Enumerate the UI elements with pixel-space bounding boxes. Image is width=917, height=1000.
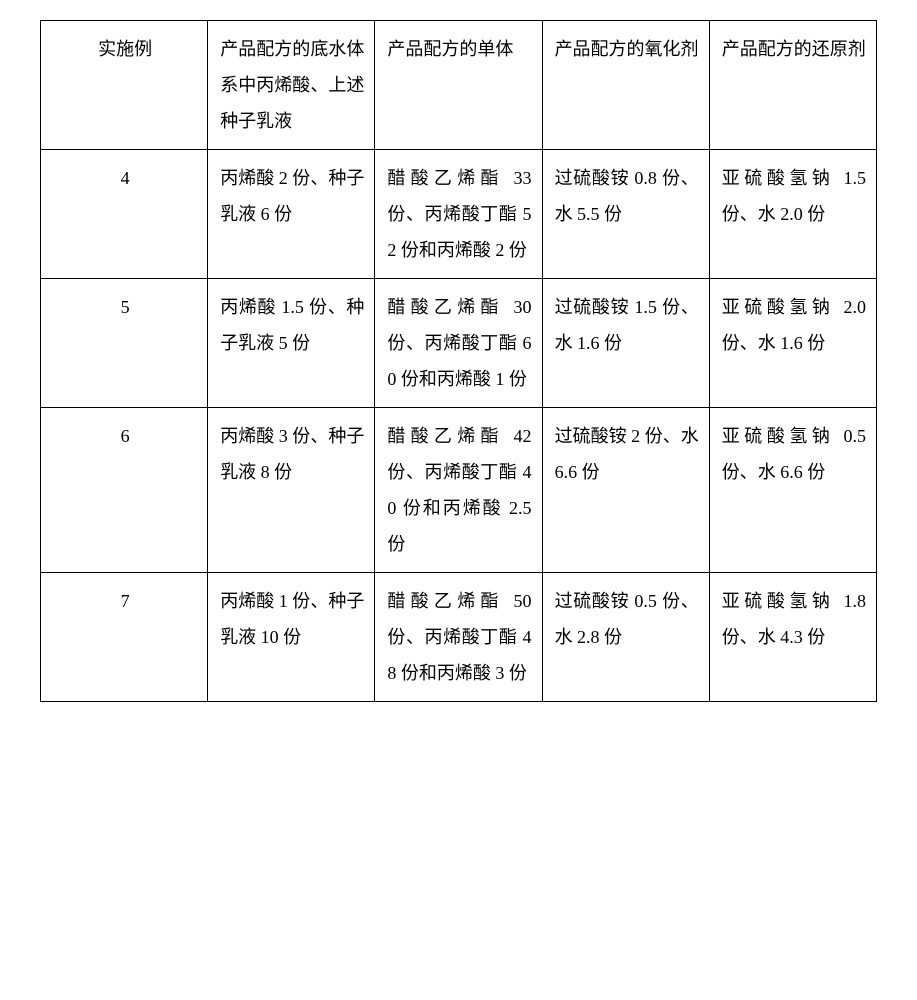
table-row: 4 丙烯酸 2 份、种子乳液 6 份 醋酸乙烯酯 33 份、丙烯酸丁酯 52 份…	[41, 150, 877, 279]
cell-monomer: 醋酸乙烯酯 50 份、丙烯酸丁酯 48 份和丙烯酸 3 份	[375, 573, 542, 702]
cell-id: 6	[41, 408, 208, 573]
col-header: 产品配方的底水体系中丙烯酸、上述种子乳液	[208, 21, 375, 150]
table-header-row: 实施例 产品配方的底水体系中丙烯酸、上述种子乳液 产品配方的单体 产品配方的氧化…	[41, 21, 877, 150]
col-header: 实施例	[41, 21, 208, 150]
cell-reducer: 亚硫酸氢钠 2.0 份、水 1.6 份	[709, 279, 876, 408]
formula-table: 实施例 产品配方的底水体系中丙烯酸、上述种子乳液 产品配方的单体 产品配方的氧化…	[40, 20, 877, 702]
col-header: 产品配方的氧化剂	[542, 21, 709, 150]
cell-id: 7	[41, 573, 208, 702]
cell-reducer: 亚硫酸氢钠 1.5 份、水 2.0 份	[709, 150, 876, 279]
col-header: 产品配方的还原剂	[709, 21, 876, 150]
cell-base: 丙烯酸 3 份、种子乳液 8 份	[208, 408, 375, 573]
cell-monomer: 醋酸乙烯酯 30 份、丙烯酸丁酯 60 份和丙烯酸 1 份	[375, 279, 542, 408]
cell-reducer: 亚硫酸氢钠 1.8 份、水 4.3 份	[709, 573, 876, 702]
cell-oxidizer: 过硫酸铵 1.5 份、水 1.6 份	[542, 279, 709, 408]
cell-monomer: 醋酸乙烯酯 33 份、丙烯酸丁酯 52 份和丙烯酸 2 份	[375, 150, 542, 279]
table-row: 7 丙烯酸 1 份、种子乳液 10 份 醋酸乙烯酯 50 份、丙烯酸丁酯 48 …	[41, 573, 877, 702]
table-row: 6 丙烯酸 3 份、种子乳液 8 份 醋酸乙烯酯 42 份、丙烯酸丁酯 40 份…	[41, 408, 877, 573]
cell-base: 丙烯酸 2 份、种子乳液 6 份	[208, 150, 375, 279]
cell-oxidizer: 过硫酸铵 0.5 份、水 2.8 份	[542, 573, 709, 702]
cell-oxidizer: 过硫酸铵 2 份、水 6.6 份	[542, 408, 709, 573]
table-row: 5 丙烯酸 1.5 份、种子乳液 5 份 醋酸乙烯酯 30 份、丙烯酸丁酯 60…	[41, 279, 877, 408]
cell-id: 5	[41, 279, 208, 408]
cell-id: 4	[41, 150, 208, 279]
col-header: 产品配方的单体	[375, 21, 542, 150]
cell-base: 丙烯酸 1 份、种子乳液 10 份	[208, 573, 375, 702]
cell-base: 丙烯酸 1.5 份、种子乳液 5 份	[208, 279, 375, 408]
cell-reducer: 亚硫酸氢钠 0.5 份、水 6.6 份	[709, 408, 876, 573]
cell-monomer: 醋酸乙烯酯 42 份、丙烯酸丁酯 40 份和丙烯酸 2.5 份	[375, 408, 542, 573]
cell-oxidizer: 过硫酸铵 0.8 份、水 5.5 份	[542, 150, 709, 279]
